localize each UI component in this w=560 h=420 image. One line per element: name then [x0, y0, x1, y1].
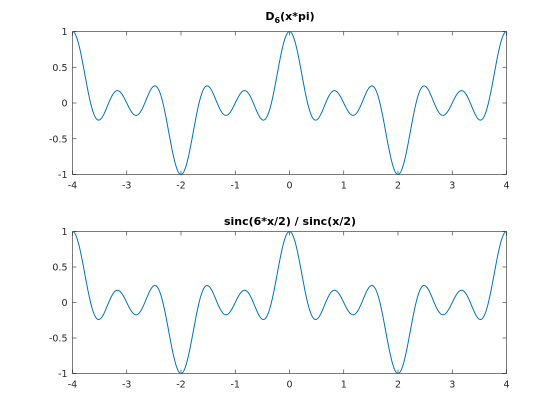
plot-sinc-ratio-x-tick-label: -1 — [231, 380, 240, 391]
plot-dirichlet-y-tick-label: -1 — [58, 170, 67, 181]
plot-sinc-ratio-y-tick-label: 0.5 — [52, 263, 67, 274]
plot-sinc-ratio-y-tick-label: -0.5 — [49, 334, 68, 345]
plot-sinc-ratio-series-line — [72, 230, 507, 375]
plot-sinc-ratio-axes-box — [72, 231, 507, 374]
plot-dirichlet-x-tick-label: -2 — [176, 181, 185, 192]
plot-sinc-ratio-x-tick-label: 4 — [503, 380, 509, 391]
plot-dirichlet-y-tick-label: 1 — [61, 27, 67, 38]
plot-dirichlet-x-tick-label: -1 — [231, 181, 240, 192]
plot-dirichlet-y-tick-label: 0.5 — [52, 63, 67, 74]
plot-dirichlet-x-tick-label: -3 — [122, 181, 131, 192]
plot-sinc-ratio-x-tick-label: -4 — [68, 380, 77, 391]
plot-dirichlet-x-tick-label: 1 — [341, 181, 347, 192]
plot-sinc-ratio-x-tick-label: 1 — [341, 380, 347, 391]
plot-dirichlet: D6(x*pi) -4 -3 -2 -1 0 1 2 3 4 -1 -0.5 0 0.5 1 — [49, 10, 510, 192]
plot-sinc-ratio: sinc(6*x/2) / sinc(x/2) -4 -3 -2 -1 0 1 2 3 4-1-… — [49, 215, 510, 391]
plot-sinc-ratio-ticks: -4 -3 -2 -1 0 1 2 3 4 -1 -0.5 0 0.5 1 — [49, 227, 510, 391]
plot-dirichlet-x-tick-label: 2 — [395, 181, 401, 192]
plot-dirichlet-ticks: -4 -3 -2 -1 0 1 2 3 4 -1 -0.5 0 0.5 1 — [49, 27, 510, 192]
plot-dirichlet-title: D6(x*pi) — [265, 10, 314, 25]
plot-dirichlet-series-line — [72, 30, 507, 176]
plot-dirichlet-x-tick-label: -4 — [68, 181, 77, 192]
plot-sinc-ratio-x-tick-label: 0 — [286, 380, 292, 391]
plot-sinc-ratio-x-tick-label: 2 — [395, 380, 401, 391]
plot-sinc-ratio-y-tick-label: 1 — [61, 227, 67, 238]
plot-sinc-ratio-x-tick-label: -2 — [176, 380, 185, 391]
plot-sinc-ratio-title: sinc(6*x/2) / sinc(x/2) — [224, 215, 356, 228]
plot-dirichlet-x-tick-label: 4 — [503, 181, 509, 192]
plot-sinc-ratio-y-tick-label: -1 — [58, 369, 67, 380]
plot-dirichlet-y-tick-label: -0.5 — [49, 134, 68, 145]
plot-sinc-ratio-y-tick-label: 0 — [61, 298, 67, 309]
plot-sinc-ratio-x-tick-label: 3 — [449, 380, 455, 391]
plot-dirichlet-x-tick-label: 3 — [449, 181, 455, 192]
plot-dirichlet-axes-box — [72, 31, 507, 175]
plot-dirichlet-x-tick-label: 0 — [286, 181, 292, 192]
plot-sinc-ratio-x-tick-label: -3 — [122, 380, 131, 391]
plot-dirichlet-y-tick-label: 0 — [61, 99, 67, 110]
